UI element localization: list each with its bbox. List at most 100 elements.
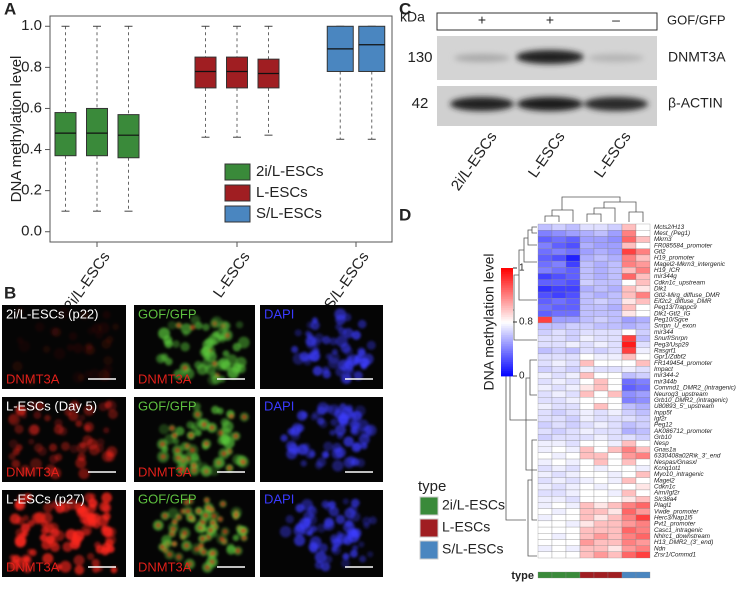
heatmap-cell — [579, 304, 595, 311]
colorbar-segment — [501, 287, 513, 290]
row-label: mir344g — [654, 273, 677, 280]
heatmap-cell — [607, 502, 623, 509]
heatmap-cell — [593, 242, 609, 249]
cell — [303, 357, 312, 366]
colorbar-segment — [501, 275, 513, 278]
heatmap-cell — [579, 347, 595, 355]
colorbar-segment — [501, 347, 513, 350]
heatmap-cell — [621, 440, 637, 447]
heatmap-cell — [635, 403, 651, 410]
cell — [160, 454, 166, 460]
cell — [195, 411, 201, 417]
heatmap-cell — [565, 372, 581, 379]
stain-label: DNMT3A — [138, 371, 192, 386]
heatmap-cell — [551, 545, 567, 552]
heatmap-cell — [551, 415, 567, 423]
heatmap-cell — [551, 236, 567, 243]
colorbar-segment — [501, 338, 513, 341]
heatmap-cell — [621, 452, 637, 460]
heatmap-cell — [565, 236, 581, 243]
cell — [332, 460, 344, 472]
heatmap-cell — [551, 359, 567, 367]
cell — [314, 551, 327, 564]
heatmap-cell — [565, 477, 581, 484]
heatmap-cell — [537, 514, 553, 522]
cell — [72, 343, 84, 354]
cell — [221, 321, 231, 331]
heatmap-cell — [579, 526, 595, 534]
heatmap-cell — [579, 409, 595, 416]
heatmap-cell — [607, 421, 623, 429]
heatmap-cell — [593, 254, 609, 262]
colorbar-segment — [501, 370, 513, 373]
heatmap-cell — [607, 316, 623, 324]
type-cell — [579, 571, 595, 579]
heatmap-cell — [607, 545, 623, 552]
heatmap-cell — [607, 427, 623, 435]
heatmap-cell — [593, 397, 609, 404]
heatmap-cell — [579, 434, 595, 441]
heatmap-cell — [621, 551, 637, 559]
cell — [29, 549, 37, 557]
cell — [14, 424, 24, 434]
heatmap-cell — [565, 223, 581, 231]
heatmap-cell — [551, 372, 567, 379]
cell — [91, 558, 100, 568]
type-cell — [593, 571, 609, 579]
y-axis-label: DNA methylation level — [8, 56, 25, 203]
cell — [112, 323, 120, 331]
cell — [78, 468, 90, 480]
row-label: Commd1_DMR2_(intragenic) — [654, 385, 736, 392]
row-label: Dlk1 — [654, 286, 667, 293]
condition-label: L-ESCs (Day 5) — [6, 398, 97, 413]
heatmap-cell — [537, 477, 553, 484]
treatment-box — [436, 12, 658, 31]
heatmap-cell — [565, 341, 581, 348]
cell — [167, 552, 173, 558]
cell — [45, 464, 56, 475]
colorbar-segment — [501, 284, 513, 287]
heatmap-cell — [579, 539, 595, 546]
heatmap-cell — [579, 390, 595, 398]
heatmap-cell — [635, 514, 651, 522]
heatmap-cell — [565, 514, 581, 522]
heatmap-cell — [565, 347, 581, 355]
heatmap-cell — [565, 316, 581, 324]
row-label: Eif2c2_diffuse_DMR — [654, 298, 712, 305]
heatmap-cell — [565, 526, 581, 534]
micrograph: 2i/L-ESCs (p22) DNMT3A — [2, 305, 126, 389]
heatmap-cell — [593, 273, 609, 280]
heatmap-cell — [537, 458, 553, 466]
colorbar-segment — [501, 367, 513, 370]
cell — [228, 413, 234, 419]
cells — [156, 314, 250, 386]
cell — [306, 530, 313, 537]
cell — [227, 465, 233, 471]
heatmap-cell — [607, 254, 623, 262]
cell — [308, 450, 316, 458]
cell — [226, 543, 235, 552]
heatmap-cell — [635, 409, 651, 416]
cell — [194, 546, 200, 552]
stain-label: GOF/GFP — [138, 398, 197, 413]
cell — [342, 553, 350, 561]
colorbar-segment — [501, 271, 513, 274]
cell — [343, 346, 353, 357]
cell — [203, 512, 209, 518]
colorbar-segment — [501, 316, 513, 319]
heatmap-cell — [565, 409, 581, 416]
heatmap-cell — [635, 328, 651, 336]
heatmap-cell — [579, 397, 595, 404]
colorbar-segment — [501, 291, 513, 294]
treatment-label: GOF/GFP — [667, 12, 726, 27]
cell — [53, 530, 65, 542]
heatmap-cell — [579, 514, 595, 522]
colorbar-segment — [501, 331, 513, 334]
row-label: Dlk1-Gtl2_IG — [654, 310, 690, 317]
row-label: Mcts2/H13 — [654, 224, 685, 231]
colorbar-segment — [501, 273, 513, 276]
heatmap-cell — [621, 242, 637, 249]
cell — [353, 358, 360, 365]
colorbar-segment — [501, 358, 513, 361]
